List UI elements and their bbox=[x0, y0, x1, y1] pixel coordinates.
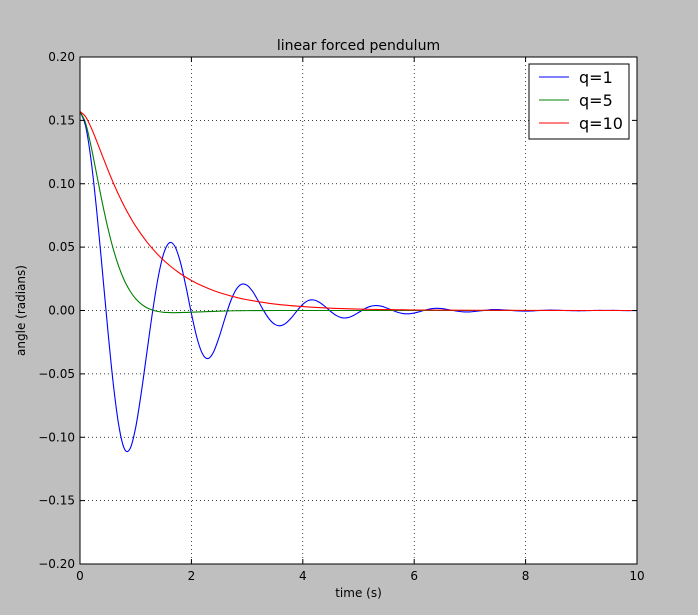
x-tick-label: 4 bbox=[299, 569, 307, 583]
x-tick-label: 6 bbox=[410, 569, 418, 583]
y-tick-label: 0.20 bbox=[48, 50, 75, 64]
y-tick-label: 0.00 bbox=[48, 304, 75, 318]
y-tick-label: −0.05 bbox=[38, 367, 75, 381]
x-tick-label: 10 bbox=[629, 569, 644, 583]
y-tick-label: 0.15 bbox=[48, 113, 75, 127]
y-tick-label: −0.15 bbox=[38, 494, 75, 508]
series-line-q=10 bbox=[80, 111, 637, 312]
y-tick-label: −0.10 bbox=[38, 430, 75, 444]
legend-label: q=10 bbox=[579, 114, 623, 133]
y-tick-label: 0.10 bbox=[48, 177, 75, 191]
x-tick-label: 0 bbox=[76, 569, 84, 583]
x-tick-label: 2 bbox=[188, 569, 196, 583]
axis-ticks: 0 2 4 6 8 10 −0.20 −0.15 −0.10 −0.05 0.00 0.05 0.10 0… bbox=[38, 50, 644, 583]
y-axis-label: angle (radians) bbox=[14, 265, 28, 356]
series-line-q=5 bbox=[80, 111, 637, 314]
y-tick-label: 0.05 bbox=[48, 240, 75, 254]
x-tick-label: 8 bbox=[522, 569, 530, 583]
x-axis-label: time (s) bbox=[335, 586, 382, 600]
y-tick-label: −0.20 bbox=[38, 557, 75, 571]
legend-label: q=5 bbox=[579, 91, 613, 110]
series-lines bbox=[80, 111, 637, 453]
legend-label: q=1 bbox=[579, 68, 613, 87]
legend: q=1 q=5 q=10 bbox=[528, 63, 630, 140]
chart-title: linear forced pendulum bbox=[277, 38, 440, 54]
